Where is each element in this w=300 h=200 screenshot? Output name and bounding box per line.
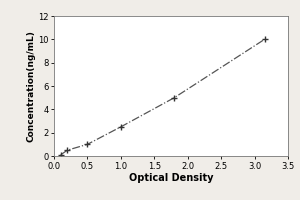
- X-axis label: Optical Density: Optical Density: [129, 173, 213, 183]
- Y-axis label: Concentration(ng/mL): Concentration(ng/mL): [26, 30, 35, 142]
